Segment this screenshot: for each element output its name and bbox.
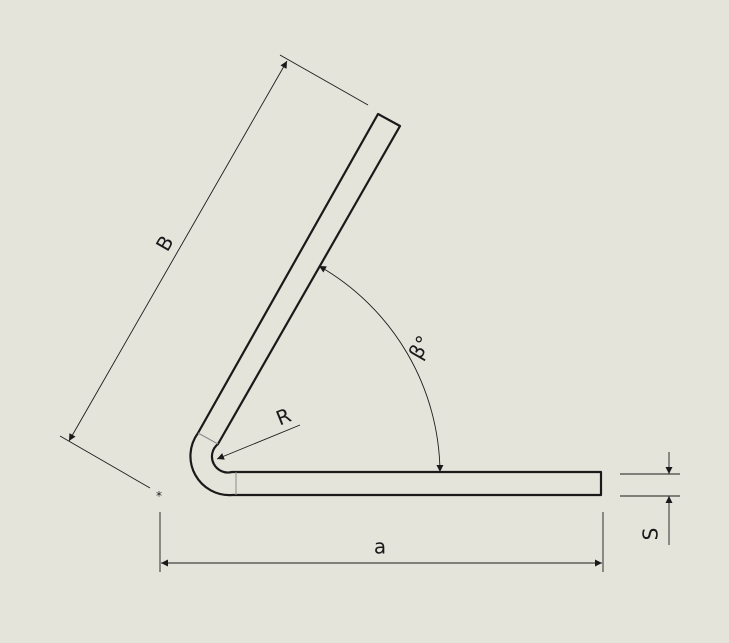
dimension-angle: β° (318, 265, 444, 473)
dimension-a: a (159, 512, 604, 572)
dimension-b: B (59, 54, 369, 489)
part-outline (189, 112, 603, 497)
dimension-label-a: a (374, 535, 386, 559)
dimension-label-r: R (272, 403, 294, 430)
dimension-line-b (68, 60, 288, 442)
dimension-label-angle: β° (404, 331, 436, 363)
dimension-r: R (216, 403, 301, 460)
bend-tangent-line-upper (197, 432, 219, 445)
dimension-label-s: S (639, 528, 663, 541)
extension-line-b-top (279, 54, 369, 106)
origin-marker: * (156, 489, 162, 503)
dimension-s: S (620, 452, 680, 545)
leader-line-r (216, 424, 301, 460)
extension-line-b-bottom (59, 435, 151, 489)
angle-arc (318, 265, 444, 473)
dimension-label-b: B (151, 231, 179, 255)
bent-part (189, 112, 603, 497)
